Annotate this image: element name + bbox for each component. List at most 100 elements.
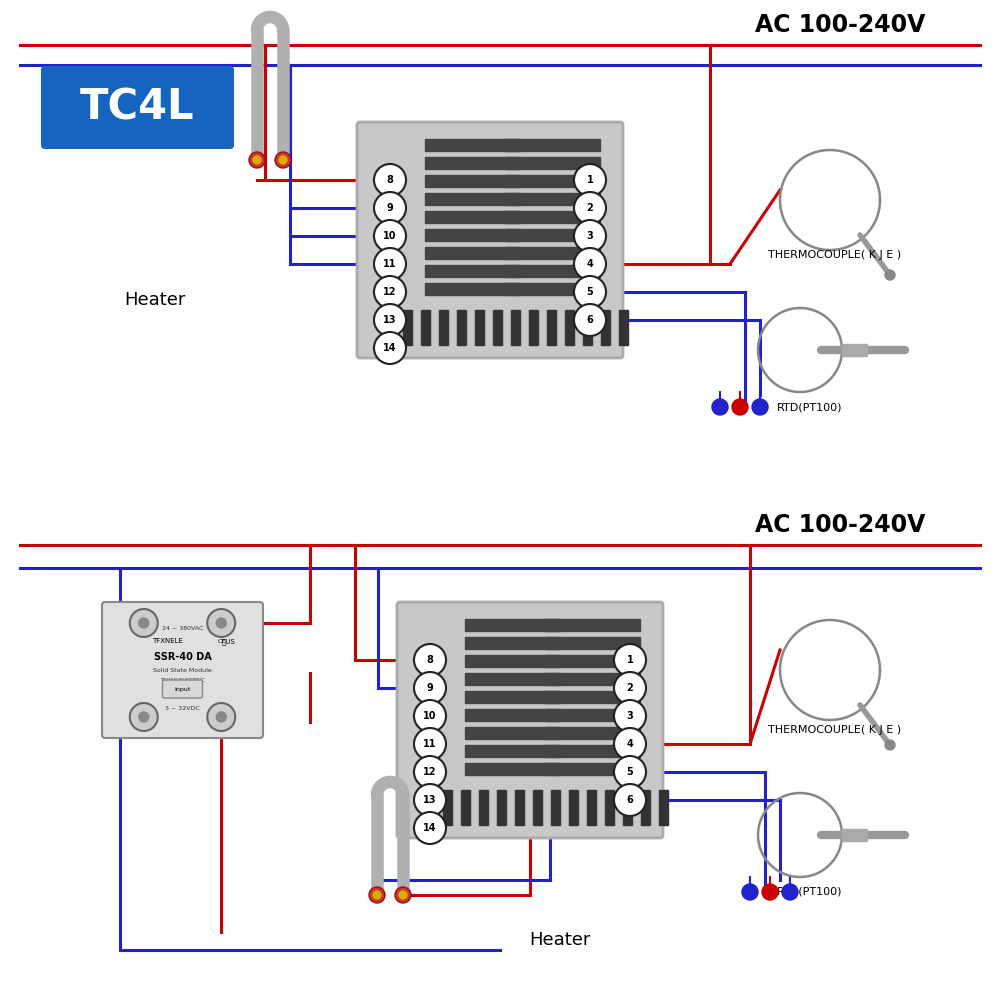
Circle shape [762, 884, 778, 900]
Bar [551, 790, 560, 825]
Bar [425, 175, 520, 187]
Bar [569, 790, 578, 825]
Bar [439, 310, 448, 345]
Bar [623, 790, 632, 825]
Bar [641, 790, 650, 825]
Circle shape [374, 248, 406, 280]
Text: 11: 11 [423, 739, 437, 749]
Text: 10: 10 [383, 231, 397, 241]
Circle shape [374, 164, 406, 196]
Text: 3: 3 [627, 711, 633, 721]
Text: THERMOCOUPLE( K J E ): THERMOCOUPLE( K J E ) [768, 250, 902, 260]
Bar [547, 310, 556, 345]
Circle shape [279, 156, 287, 164]
Circle shape [373, 891, 381, 899]
Text: TAIXIK ELECTRIC: TAIXIK ELECTRIC [160, 678, 205, 683]
Circle shape [614, 756, 646, 788]
Text: 3 ~ 32VDC: 3 ~ 32VDC [165, 706, 200, 712]
Text: 6: 6 [627, 795, 633, 805]
Text: 14: 14 [423, 823, 437, 833]
Bar [545, 655, 640, 667]
Bar [479, 790, 488, 825]
Bar [545, 763, 640, 775]
Text: 1: 1 [587, 175, 593, 185]
Circle shape [130, 609, 158, 637]
Circle shape [614, 644, 646, 676]
Bar [425, 790, 434, 825]
Circle shape [885, 270, 895, 280]
Circle shape [395, 887, 411, 903]
Bar [601, 310, 610, 345]
Circle shape [742, 884, 758, 900]
Circle shape [732, 399, 748, 415]
Bar [385, 310, 394, 345]
Text: 24 ~ 380VAC: 24 ~ 380VAC [162, 626, 203, 631]
Text: 12: 12 [383, 287, 397, 297]
Circle shape [414, 700, 446, 732]
Bar [565, 310, 574, 345]
Circle shape [782, 884, 798, 900]
Text: SSR-40 DA: SSR-40 DA [154, 652, 211, 662]
Bar [425, 247, 520, 259]
Text: 9: 9 [427, 683, 433, 693]
Text: Heater: Heater [529, 931, 591, 949]
Circle shape [207, 703, 235, 731]
Circle shape [752, 399, 768, 415]
Bar [421, 310, 430, 345]
Bar [465, 673, 560, 685]
Text: ⓁUS: ⓁUS [222, 638, 236, 645]
Circle shape [207, 609, 235, 637]
Text: 8: 8 [427, 655, 433, 665]
FancyBboxPatch shape [357, 122, 623, 358]
Circle shape [712, 399, 728, 415]
Bar [505, 247, 600, 259]
Bar [511, 310, 520, 345]
Bar [545, 619, 640, 631]
FancyBboxPatch shape [162, 680, 202, 698]
Bar [533, 790, 542, 825]
Text: 12: 12 [423, 767, 437, 777]
Text: TC4L: TC4L [80, 87, 195, 128]
Text: Input: Input [174, 687, 191, 692]
Text: 2: 2 [587, 203, 593, 213]
Circle shape [374, 192, 406, 224]
Bar [505, 139, 600, 151]
Bar [465, 763, 560, 775]
Text: AC 100-240V: AC 100-240V [755, 513, 925, 537]
Bar [425, 229, 520, 241]
Text: RTD(PT100): RTD(PT100) [777, 403, 843, 413]
Bar [465, 655, 560, 667]
Bar [493, 310, 502, 345]
Bar [545, 709, 640, 721]
Bar [465, 691, 560, 703]
Bar [545, 745, 640, 757]
Text: 8: 8 [387, 175, 393, 185]
Circle shape [614, 784, 646, 816]
Circle shape [139, 618, 149, 628]
Circle shape [414, 644, 446, 676]
Bar [659, 790, 668, 825]
FancyBboxPatch shape [102, 602, 263, 738]
Bar [403, 310, 412, 345]
Text: 5: 5 [587, 287, 593, 297]
Circle shape [574, 192, 606, 224]
Circle shape [574, 164, 606, 196]
Text: AC 100-240V: AC 100-240V [755, 13, 925, 37]
Bar [425, 157, 520, 169]
Bar [505, 175, 600, 187]
Bar [505, 265, 600, 277]
Text: 3: 3 [587, 231, 593, 241]
Circle shape [414, 728, 446, 760]
Text: 6: 6 [587, 315, 593, 325]
Bar [425, 211, 520, 223]
Bar [465, 619, 560, 631]
Circle shape [369, 887, 385, 903]
Bar [515, 790, 524, 825]
Circle shape [275, 152, 291, 168]
Text: 4: 4 [587, 259, 593, 269]
Bar [583, 310, 592, 345]
Circle shape [574, 248, 606, 280]
Bar [545, 637, 640, 649]
Bar [545, 727, 640, 739]
Circle shape [414, 784, 446, 816]
